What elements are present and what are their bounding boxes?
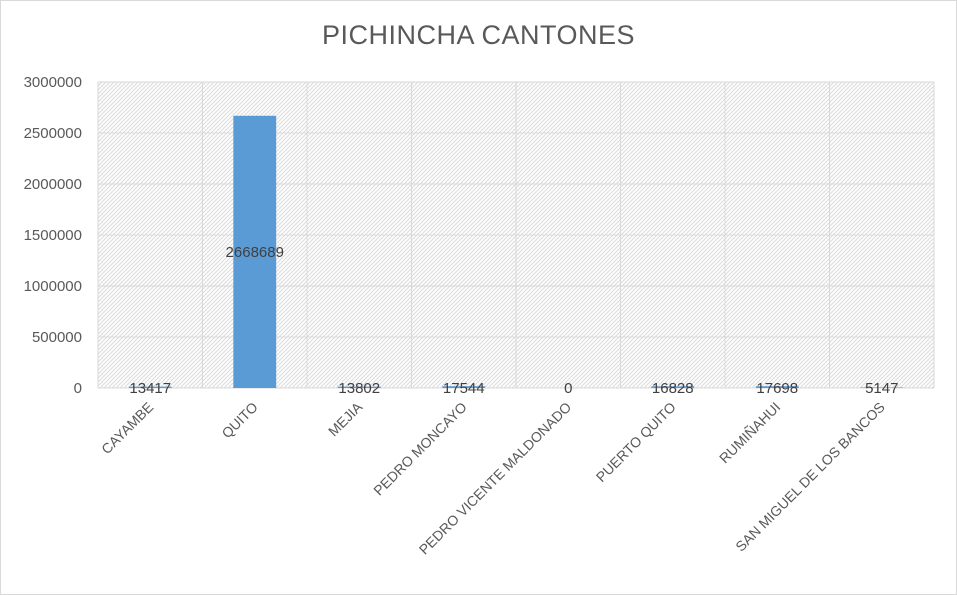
data-label: 16828	[652, 380, 694, 397]
x-tick-label: CAYAMBE	[98, 399, 156, 457]
y-tick-label: 500000	[32, 329, 82, 346]
x-tick-label: QUITO	[218, 399, 261, 442]
data-label: 17698	[756, 380, 798, 397]
chart-title: PICHINCHA CANTONES	[321, 20, 636, 50]
x-tick-label: MEJIA	[325, 398, 366, 439]
data-label: 13802	[338, 380, 380, 397]
y-tick-label: 2000000	[24, 176, 82, 193]
data-label: 5147	[865, 380, 898, 397]
data-label: 0	[564, 380, 572, 397]
bar	[442, 386, 486, 388]
bar	[128, 386, 172, 388]
bar	[651, 386, 695, 388]
bar	[860, 387, 904, 388]
y-tick-label: 2500000	[24, 125, 82, 142]
x-tick-label: PUERTO QUITO	[593, 399, 679, 485]
data-label: 17544	[443, 380, 485, 397]
bar	[755, 386, 799, 388]
data-label: 13417	[129, 380, 171, 397]
x-tick-label: PEDRO MONCAYO	[370, 399, 470, 499]
y-tick-label: 1000000	[24, 278, 82, 295]
y-tick-label: 1500000	[24, 227, 82, 244]
y-tick-label: 0	[74, 380, 82, 397]
y-tick-label: 3000000	[24, 74, 82, 91]
bar	[337, 386, 381, 388]
bar	[233, 115, 277, 388]
x-tick-label: RUMIÑAHUI	[716, 399, 783, 466]
data-label: 2668689	[226, 244, 284, 261]
